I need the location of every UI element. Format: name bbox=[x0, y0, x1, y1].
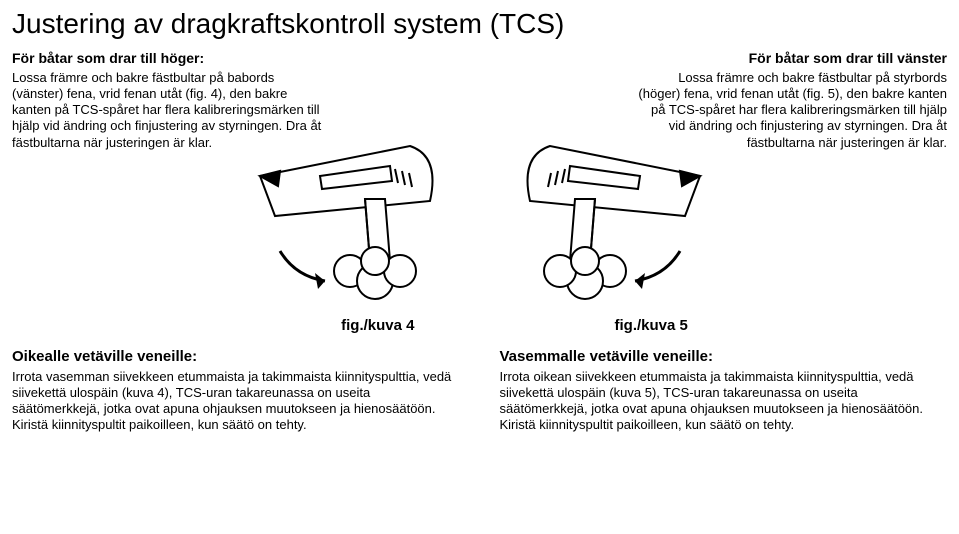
diagram-left bbox=[240, 121, 460, 301]
caption-left: fig./kuva 4 bbox=[341, 317, 414, 334]
bottom-right-heading: Vasemmalle vetäville veneille: bbox=[500, 348, 948, 367]
page-title: Justering av dragkraftskontroll system (… bbox=[0, 0, 959, 50]
boat-fin-right-icon bbox=[500, 121, 720, 301]
bottom-left-body: Irrota vasemman siivekkeen etummaista ja… bbox=[12, 369, 460, 434]
caption-right: fig./kuva 5 bbox=[615, 317, 688, 334]
diagram-right bbox=[500, 121, 720, 301]
left-heading: För båtar som drar till höger: bbox=[12, 50, 322, 68]
bottom-left-column: Oikealle vetäville veneille: Irrota vase… bbox=[12, 348, 460, 434]
caption-row: fig./kuva 4 fig./kuva 5 bbox=[0, 317, 959, 334]
right-heading: För båtar som drar till vänster bbox=[637, 50, 947, 68]
bottom-right-column: Vasemmalle vetäville veneille: Irrota oi… bbox=[500, 348, 948, 434]
bottom-left-heading: Oikealle vetäville veneille: bbox=[12, 348, 460, 367]
bottom-right-body: Irrota oikean siivekkeen etummaista ja t… bbox=[500, 369, 948, 434]
boat-fin-left-icon bbox=[240, 121, 460, 301]
bottom-text-columns: Oikealle vetäville veneille: Irrota vase… bbox=[0, 348, 959, 444]
